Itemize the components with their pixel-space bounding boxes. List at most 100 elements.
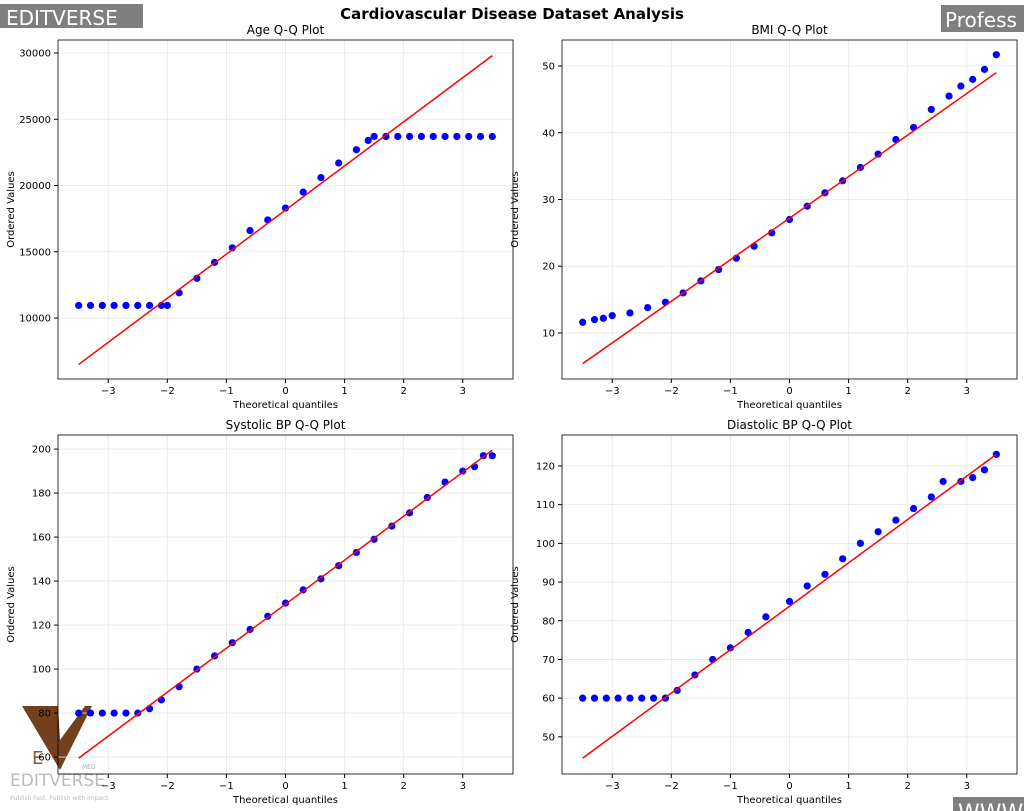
x-axis-label: Theoretical quantiles (736, 400, 842, 411)
point (441, 132, 449, 141)
x-tick-label: 2 (400, 781, 406, 792)
axes-frame (57, 434, 514, 775)
point (122, 709, 130, 717)
axes-frame (57, 39, 514, 380)
point (86, 709, 95, 717)
point (281, 204, 290, 212)
point (602, 694, 610, 702)
point (626, 694, 634, 702)
x-tick-label: −2 (160, 386, 175, 397)
subplot-title: Diastolic BP Q-Q Plot (727, 418, 852, 432)
point (86, 301, 95, 310)
watermark: Profess (945, 8, 1017, 32)
point (839, 555, 847, 563)
point (364, 136, 372, 145)
x-tick-label: 0 (282, 386, 288, 397)
x-axis-label: Theoretical quantiles (736, 795, 842, 806)
x-axis-label: Theoretical quantiles (232, 795, 338, 806)
point (122, 301, 130, 310)
point (927, 493, 935, 501)
y-tick-label: 60 (38, 753, 51, 764)
y-axis-label: Ordered Values (510, 171, 521, 248)
x-tick-label: 1 (341, 386, 347, 397)
point (892, 516, 900, 524)
y-tick-label: 10 (542, 328, 555, 339)
y-tick-label: 10000 (19, 314, 51, 325)
x-tick-label: −2 (664, 386, 679, 397)
point (417, 132, 426, 141)
y-tick-label: 60 (542, 694, 555, 705)
point (405, 132, 414, 141)
figure-title: Cardiovascular Disease Dataset Analysis (340, 5, 684, 23)
y-tick-label: 50 (542, 62, 555, 73)
point (134, 301, 142, 310)
point (673, 686, 681, 695)
point (382, 132, 390, 141)
y-tick-label: 120 (32, 621, 51, 632)
y-tick-label: 100 (32, 665, 51, 676)
point (969, 75, 977, 83)
point (579, 318, 587, 326)
y-tick-label: 180 (32, 489, 51, 500)
x-tick-label: −3 (605, 386, 620, 397)
x-tick-label: 0 (786, 781, 792, 792)
y-tick-label: 200 (32, 445, 51, 456)
point (352, 146, 361, 154)
x-tick-label: 2 (904, 781, 910, 792)
point (453, 132, 461, 141)
y-tick-label: 30000 (19, 48, 51, 59)
point (980, 466, 989, 474)
logo-sub: MED (82, 764, 96, 771)
fit-line (582, 453, 997, 759)
watermark-box (0, 4, 143, 28)
x-tick-label: 3 (460, 386, 466, 397)
subplot: −3 −2 −1 0 1 2 3 10 20 30 40 50 BMI Q-Q Plot Theoreti… (510, 23, 1018, 411)
point (394, 132, 402, 141)
point (465, 132, 473, 141)
point (909, 504, 918, 513)
point (163, 301, 171, 310)
watermark: EDITVERSE (6, 6, 118, 30)
subplot: −3 −2 −1 0 1 2 3 10000 15000 20000 25000 30000 Age Q… (6, 23, 514, 411)
subplot: −3 −2 −1 0 1 2 3 50 60 70 80 90 100 110 120 Diastolic B… (510, 418, 1018, 806)
point (246, 226, 254, 235)
y-tick-label: 160 (32, 533, 51, 544)
point (714, 265, 723, 274)
point (874, 528, 882, 536)
point (488, 452, 496, 460)
y-axis-label: Ordered Values (510, 566, 521, 643)
x-tick-label: −2 (160, 781, 175, 792)
point (98, 301, 106, 310)
point (476, 132, 485, 141)
y-tick-label: 120 (536, 461, 555, 472)
y-axis-label: Ordered Values (6, 171, 17, 248)
y-tick-label: 20000 (19, 181, 51, 192)
y-tick-label: 70 (542, 655, 555, 666)
x-tick-label: −1 (723, 781, 738, 792)
watermark-box (941, 5, 1024, 32)
point (429, 132, 437, 141)
point (785, 597, 794, 606)
x-tick-label: 1 (845, 781, 851, 792)
y-tick-label: 80 (38, 709, 51, 720)
point (110, 709, 118, 717)
point (590, 694, 599, 702)
point (644, 303, 652, 312)
x-tick-label: 3 (964, 386, 970, 397)
point (228, 244, 236, 252)
point (75, 301, 83, 310)
point (317, 173, 325, 182)
point (488, 132, 496, 141)
point (590, 316, 599, 324)
point (803, 582, 811, 590)
x-tick-label: 2 (400, 386, 406, 397)
logo-mark (22, 706, 92, 770)
point (726, 644, 735, 652)
point (969, 473, 977, 482)
point (145, 301, 154, 310)
fit-line (582, 72, 997, 365)
point (957, 82, 965, 90)
x-tick-label: 3 (964, 781, 970, 792)
point (626, 309, 634, 317)
